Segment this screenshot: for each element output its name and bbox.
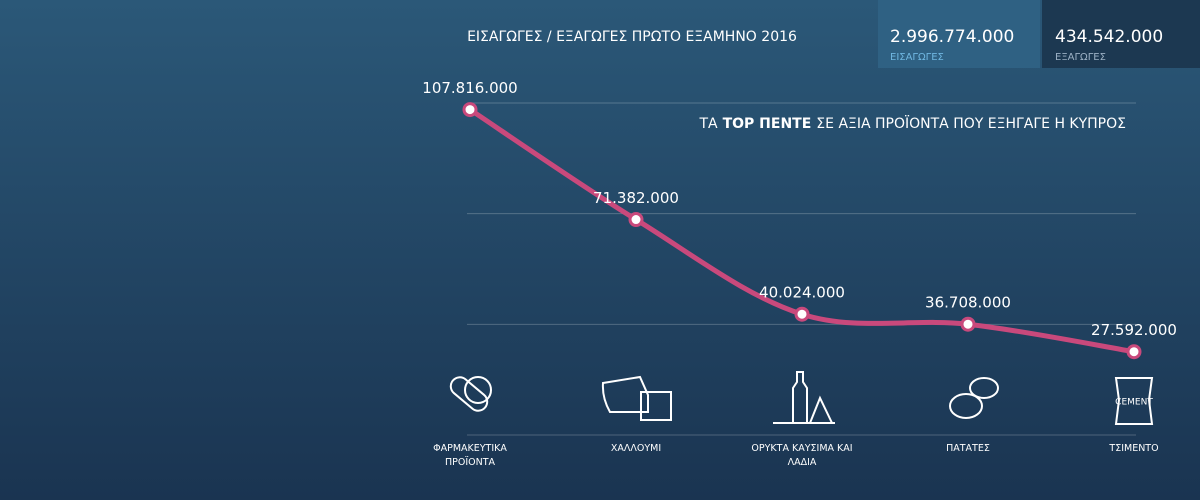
icon-pills — [449, 376, 492, 412]
category-label: ΟΡΥΚΤΑ ΚΑΥΣΙΜΑ ΚΑΙ ΛΑΔΙΑ — [751, 443, 853, 468]
subtitle-part: TOP ΠΕΝΤΕ — [723, 116, 812, 132]
category-label: ΠΑΤΑΤΕΣ — [946, 443, 990, 454]
subtitle-part: ΤΑ — [698, 116, 718, 132]
icon-oil — [773, 371, 835, 424]
icon-text: CEMENT — [1115, 398, 1153, 408]
value-label: 36.708.000 — [925, 294, 1011, 312]
value-label: 107.816.000 — [422, 79, 517, 97]
stat-amount: 434.542.000 — [1055, 27, 1163, 47]
category-label: ΦΑΡΜΑΚΕΥΤΙΚΑ ΠΡΟΪΟΝΤΑ — [433, 443, 507, 468]
point — [794, 306, 810, 322]
category-label: ΧΑΛΛΟΥΜΙ — [610, 443, 662, 454]
value-label: 27.592.000 — [1091, 321, 1177, 339]
stat-amount: 2.996.774.000 — [890, 27, 1014, 47]
stat-label: ΕΙΣΑΓΩΓΕΣ — [890, 52, 944, 63]
stat-box — [1042, 0, 1200, 68]
stat-box — [878, 0, 1040, 68]
point — [628, 212, 644, 228]
point — [462, 102, 478, 118]
value-label: 40.024.000 — [759, 284, 845, 302]
header-title: ΕΙΣΑΓΩΓΕΣ / ΕΞΑΓΩΓΕΣ ΠΡΩΤΟ ΕΞΑΜΗΝΟ 2016 — [467, 29, 797, 45]
value-label: 71.382.000 — [593, 189, 679, 207]
stat-label: ΕΞΑΓΩΓΕΣ — [1055, 52, 1106, 63]
icon-cheese — [601, 375, 672, 421]
point — [960, 316, 976, 332]
icon-cement: CEMENT — [1114, 377, 1153, 425]
category-label: ΤΣΙΜΕΝΤΟ — [1109, 443, 1159, 454]
icon-potatoes — [949, 377, 999, 419]
chart-subtitle: ΤΑ TOP ΠΕΝΤΕ ΣΕ ΑΞΙΑ ΠΡΟΪΟΝΤΑ ΠΟΥ ΕΞΗΓΑΓΕ … — [698, 114, 1126, 132]
point — [1126, 344, 1142, 360]
subtitle-part: ΣΕ ΑΞΙΑ ΠΡΟΪΟΝΤΑ ΠΟΥ ΕΞΗΓΑΓΕ Η ΚΥΠΡΟΣ — [816, 114, 1126, 132]
